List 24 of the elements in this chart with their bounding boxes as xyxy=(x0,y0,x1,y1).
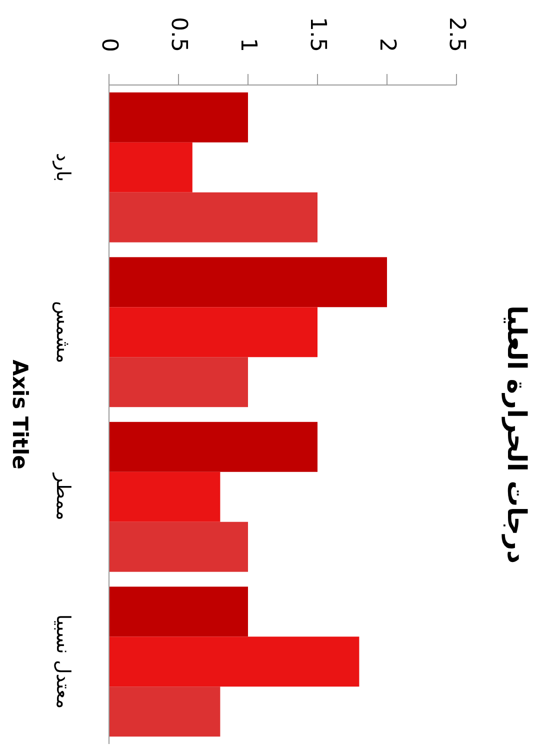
x-tick-label: 2 xyxy=(374,38,400,52)
bar xyxy=(109,307,318,358)
bar xyxy=(109,636,360,687)
y-tick-label: مشمس xyxy=(52,300,74,364)
y-axis-title: Axis Title xyxy=(8,360,32,470)
y-tick-label: معتدل نسبيا xyxy=(52,614,74,709)
x-tick-label: 2.5 xyxy=(444,17,469,52)
bar xyxy=(109,92,248,142)
bar xyxy=(109,142,192,192)
x-tick-label: 0 xyxy=(96,38,122,52)
x-tick-label: 1.5 xyxy=(305,17,330,52)
bar xyxy=(109,422,318,472)
bar xyxy=(109,357,248,408)
x-tick-label: 0.5 xyxy=(166,17,191,52)
y-tick-label: بارد xyxy=(52,153,74,182)
bar xyxy=(109,522,248,572)
bar xyxy=(109,192,318,242)
y-tick-label: ممطر xyxy=(52,472,74,520)
x-tick-label: 1 xyxy=(236,38,260,52)
bar xyxy=(109,686,220,737)
bar xyxy=(109,586,248,637)
bar xyxy=(109,472,220,522)
bar xyxy=(109,257,387,308)
text: درجات الحرارة العليا xyxy=(501,305,531,564)
